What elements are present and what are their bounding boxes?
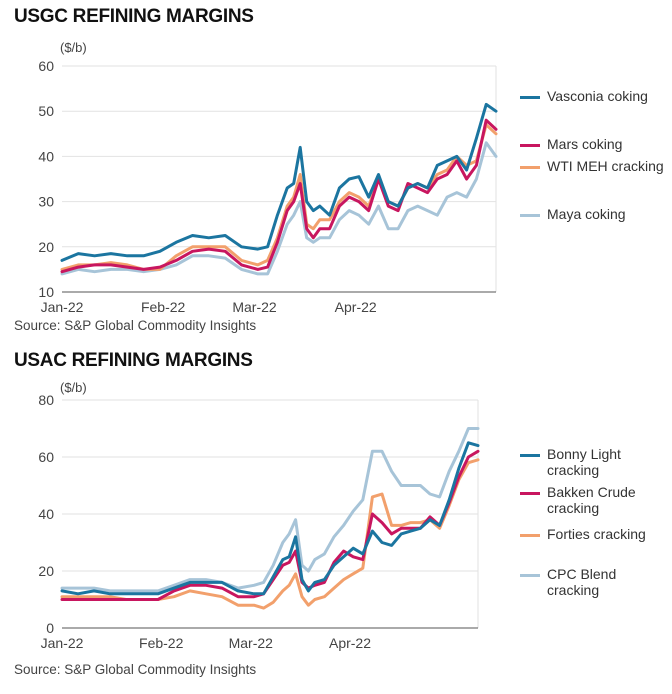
legend-label: WTI MEH cracking xyxy=(547,158,664,174)
y-tick-label: 30 xyxy=(38,194,54,210)
legend-label: Mars coking xyxy=(547,136,623,152)
series-line-3 xyxy=(60,427,480,593)
legend-swatch xyxy=(520,454,540,457)
series-line-1 xyxy=(60,118,498,274)
x-tick-label: Feb-22 xyxy=(141,299,186,315)
usgc-unit-label: ($/b) xyxy=(60,40,87,55)
usac-panel: USAC REFINING MARGINS ($/b) 0 20 40 60 80 Jan… xyxy=(0,350,672,690)
legend-label: Maya coking xyxy=(547,206,626,222)
series-line-0 xyxy=(60,102,498,262)
legend-swatch xyxy=(520,144,540,147)
usgc-panel: USGC REFINING MARGINS ($/b) 10 20 30 40 50 60… xyxy=(0,6,672,336)
usac-unit-label: ($/b) xyxy=(60,380,87,395)
x-tick-label: Apr-22 xyxy=(329,635,371,651)
y-tick-label: 40 xyxy=(38,148,54,164)
legend-label: Forties cracking xyxy=(547,526,646,542)
series-line-3 xyxy=(60,141,498,276)
y-tick-label: 80 xyxy=(38,392,54,408)
x-tick-label: Jan-22 xyxy=(41,635,84,651)
x-tick-label: Feb-22 xyxy=(139,635,184,651)
y-tick-label: 20 xyxy=(38,239,54,255)
y-tick-label: 20 xyxy=(38,563,54,579)
series-line-1 xyxy=(60,449,480,601)
usac-source: Source: S&P Global Commodity Insights xyxy=(14,662,257,677)
x-tick-label: Mar-22 xyxy=(232,299,277,315)
y-tick-label: 60 xyxy=(38,449,54,465)
x-tick-label: Mar-22 xyxy=(229,635,274,651)
legend-label: Vasconia coking xyxy=(547,88,648,104)
legend-swatch xyxy=(520,96,540,99)
legend-swatch xyxy=(520,492,540,495)
legend-label: Bakken Crude cracking xyxy=(547,484,636,516)
usac-title: USAC REFINING MARGINS xyxy=(14,350,253,371)
legend-label: CPC Blend cracking xyxy=(547,566,617,598)
usgc-line-chart: 10 20 30 40 50 60 Jan-22 Feb-22 Mar-22 Apr-22 xyxy=(38,58,498,315)
usgc-title: USGC REFINING MARGINS xyxy=(14,6,254,27)
series-line-0 xyxy=(60,441,480,596)
legend-swatch xyxy=(520,166,540,169)
usgc-source: Source: S&P Global Commodity Insights xyxy=(14,318,257,333)
y-tick-label: 40 xyxy=(38,506,54,522)
x-tick-label: Apr-22 xyxy=(335,299,377,315)
legend-swatch xyxy=(520,534,540,537)
y-tick-label: 60 xyxy=(38,58,54,74)
legend-label: Bonny Light cracking xyxy=(547,446,621,478)
y-tick-label: 50 xyxy=(38,103,54,119)
y-tick-label: 10 xyxy=(38,284,54,300)
usac-line-chart: 0 20 40 60 80 Jan-22 Feb-22 Mar-22 Apr-22 xyxy=(38,392,480,651)
x-tick-label: Jan-22 xyxy=(41,299,84,315)
legend-swatch xyxy=(520,574,540,577)
y-tick-label: 0 xyxy=(46,620,54,636)
legend-swatch xyxy=(520,214,540,217)
